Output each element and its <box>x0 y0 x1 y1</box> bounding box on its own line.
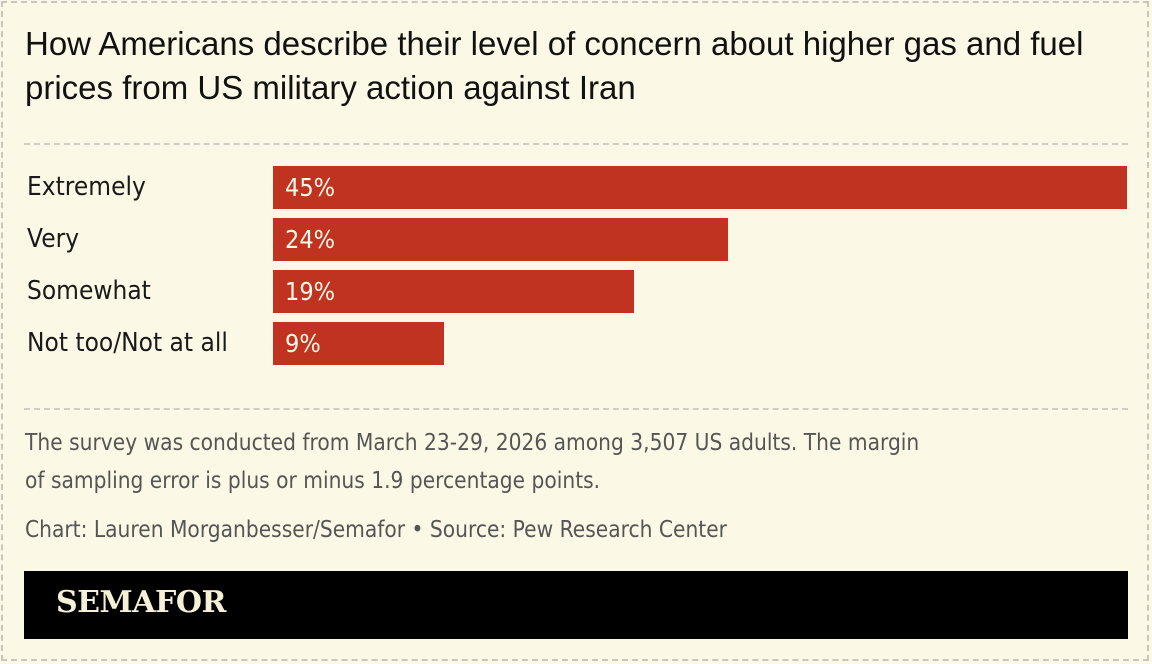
category-label: Somewhat <box>27 276 151 306</box>
category-label: Not too/Not at all <box>27 328 228 358</box>
value-label: 19% <box>285 277 336 306</box>
value-label: 24% <box>285 225 336 254</box>
value-label: 45% <box>285 173 336 202</box>
survey-note-line2: of sampling error is plus or minus 1.9 p… <box>25 468 601 494</box>
chart-title: How Americans describe their level of co… <box>25 25 1084 106</box>
bar-not-too-not-at-all: 9% <box>273 322 444 365</box>
divider-bottom <box>24 408 1128 410</box>
credit-line: Chart: Lauren Morganbesser/Semafor • Sou… <box>25 517 727 543</box>
survey-note-line1: The survey was conducted from March 23-2… <box>25 430 920 456</box>
semafor-logo: SEMAFOR <box>56 585 226 620</box>
divider-top <box>24 143 1128 145</box>
category-label: Extremely <box>27 172 146 202</box>
category-label: Very <box>27 224 80 254</box>
brand-bar: SEMAFOR <box>24 571 1128 639</box>
bar-somewhat: 19% <box>273 270 634 313</box>
bar-extremely: 45% <box>273 166 1127 209</box>
value-label: 9% <box>285 329 321 358</box>
bar-very: 24% <box>273 218 729 261</box>
